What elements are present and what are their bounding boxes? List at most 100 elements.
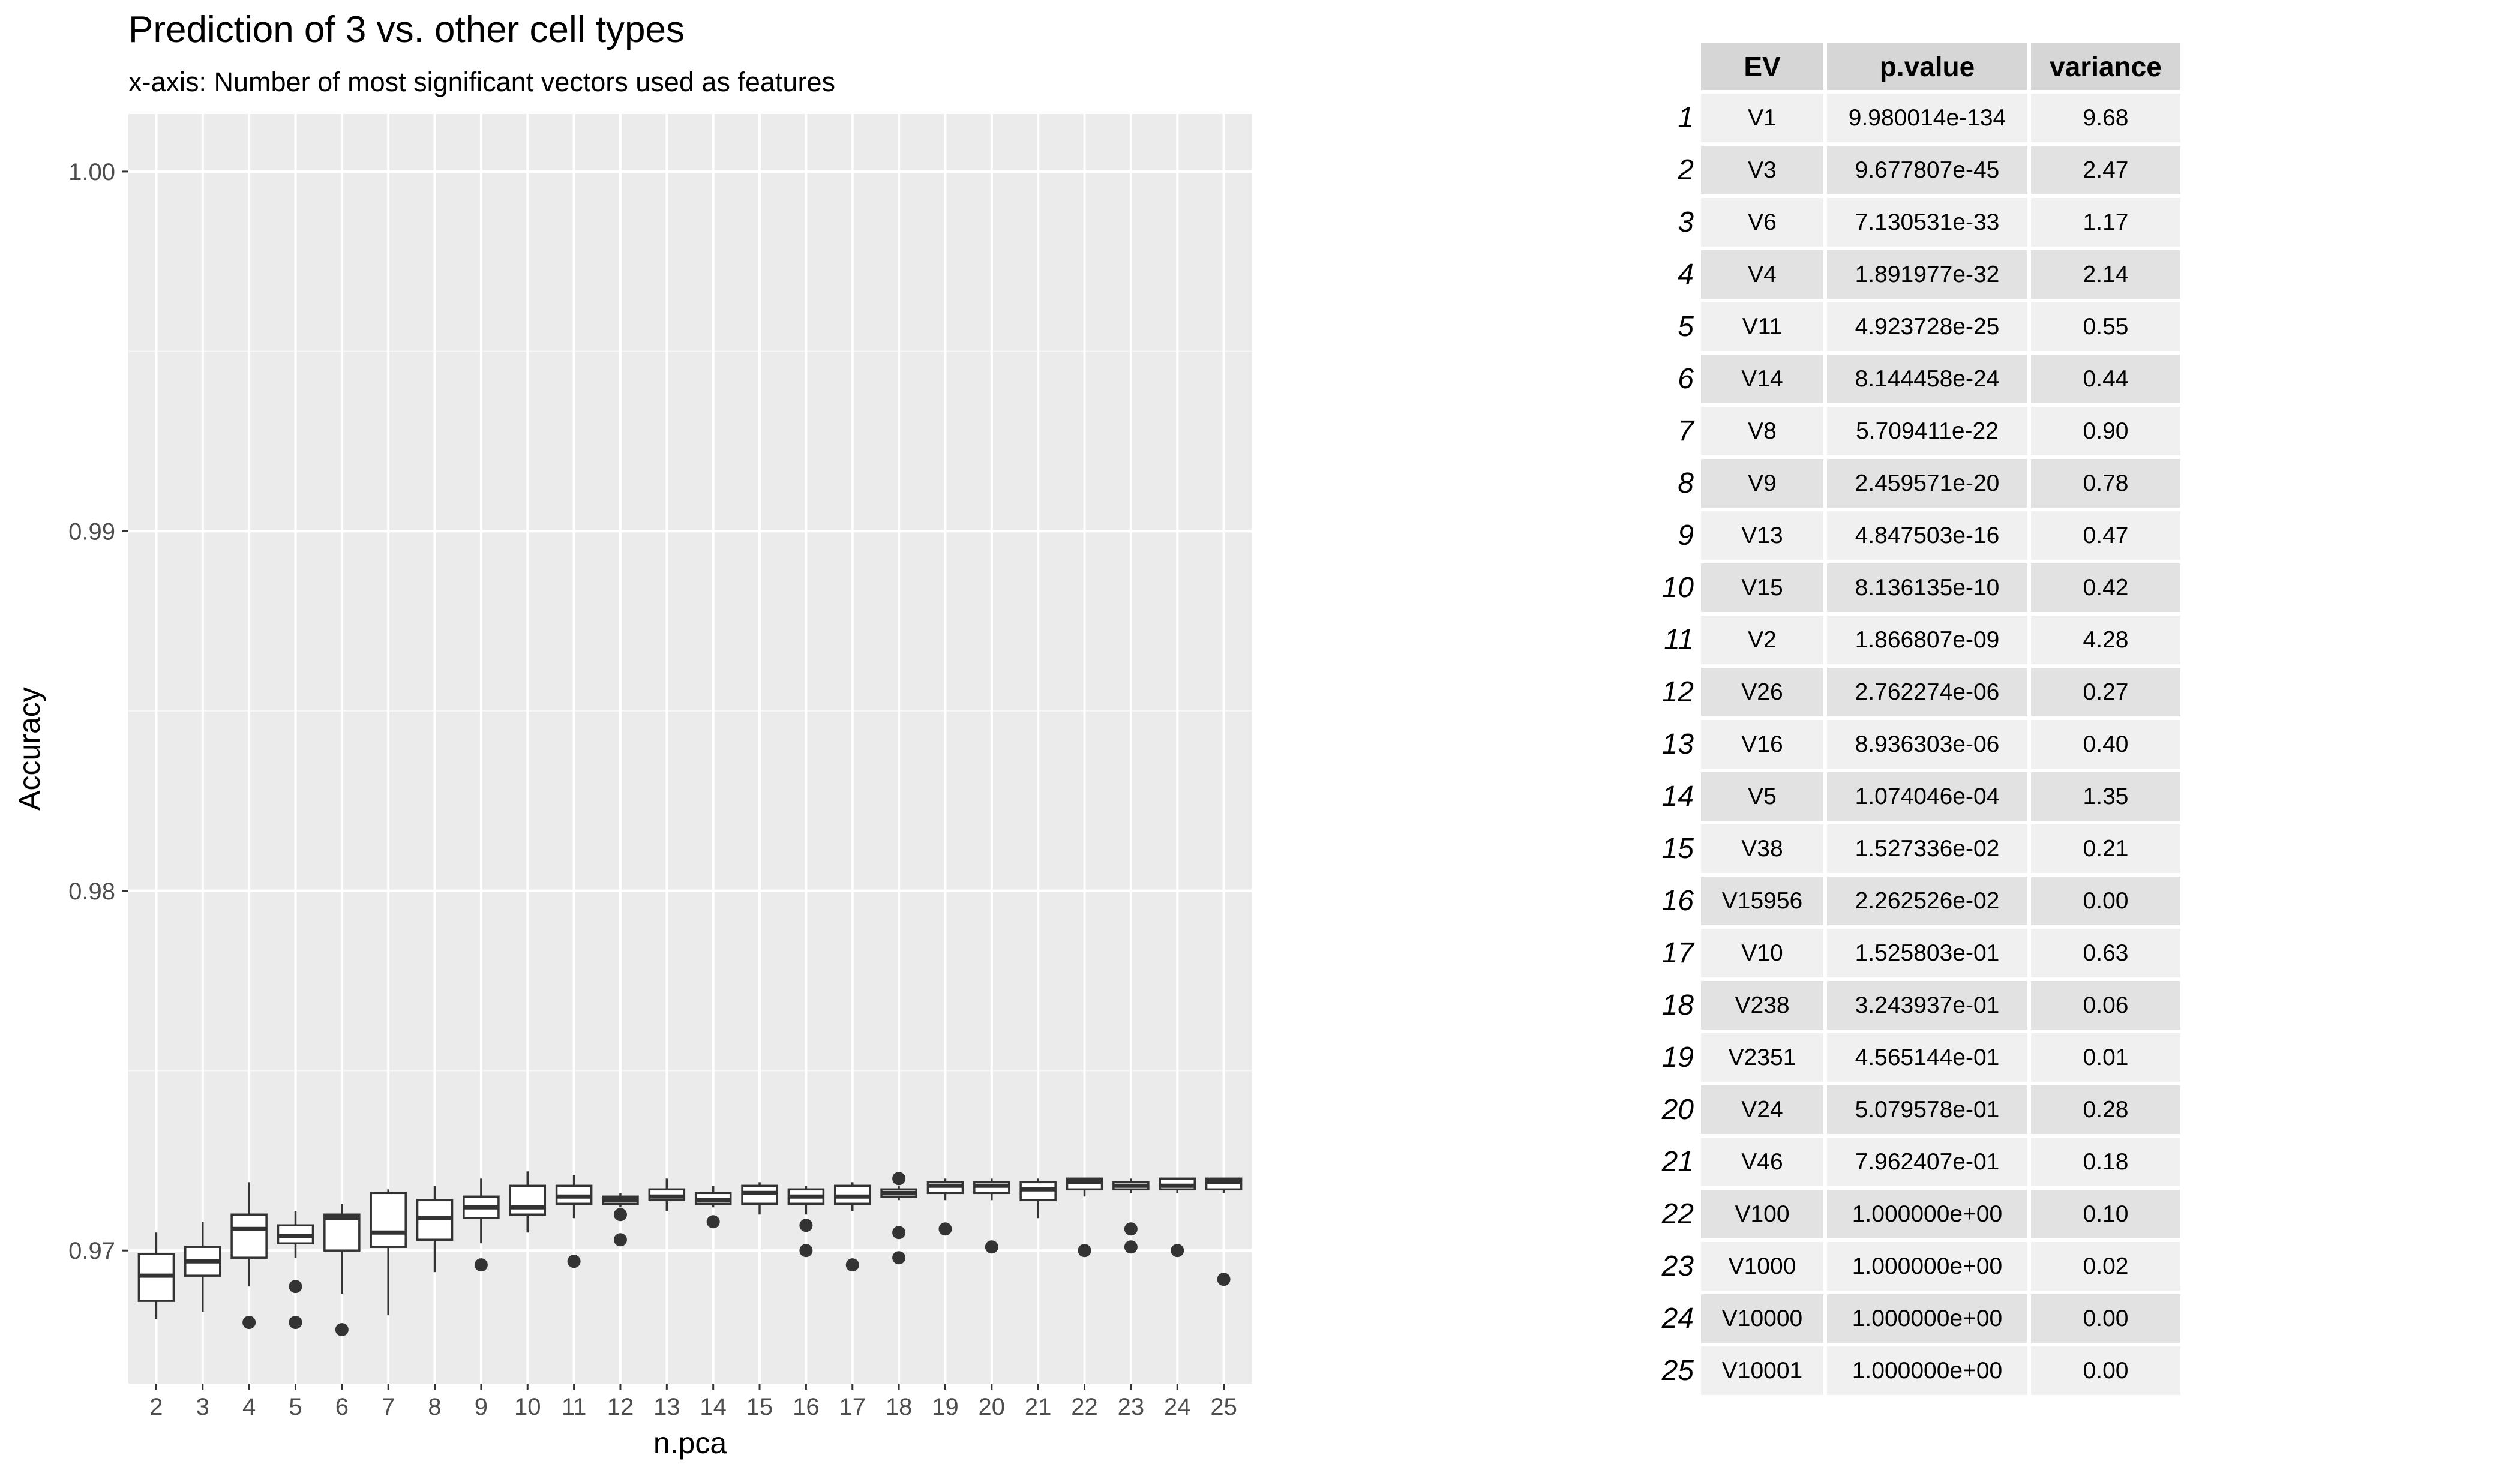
cell-pvalue: 5.079578e-01: [1827, 1085, 2027, 1134]
cell-pvalue: 1.000000e+00: [1827, 1242, 2027, 1291]
cell-ev: V6: [1701, 198, 1823, 247]
y-tick-label: 1.00: [68, 159, 115, 185]
row-number: 20: [1661, 1094, 1694, 1126]
cell-pvalue: 4.923728e-25: [1827, 302, 2027, 351]
row-number: 23: [1661, 1250, 1694, 1282]
row-number: 17: [1661, 937, 1694, 969]
row-number: 12: [1661, 676, 1694, 708]
row-number: 7: [1678, 415, 1694, 447]
cell-variance: 0.00: [2031, 1346, 2180, 1395]
boxplot-chart: Prediction of 3 vs. other cell types x-a…: [13, 9, 1252, 1460]
box-11: [555, 1175, 593, 1268]
outlier-point: [799, 1244, 813, 1258]
x-tick-label: 15: [746, 1394, 773, 1420]
x-tick-label: 13: [653, 1394, 680, 1420]
box-iqr: [230, 1213, 268, 1259]
cell-pvalue: 5.709411e-22: [1827, 407, 2027, 455]
cell-variance: 0.00: [2031, 1294, 2180, 1343]
header-variance: variance: [2031, 43, 2180, 90]
cell-variance: 0.63: [2031, 929, 2180, 977]
x-tick-label: 6: [335, 1394, 349, 1420]
box-14: [694, 1186, 732, 1229]
plot-panel: [128, 114, 1252, 1384]
x-tick-label: 16: [793, 1394, 820, 1420]
box-6: [323, 1204, 361, 1337]
cell-variance: 0.90: [2031, 407, 2180, 455]
outlier-point: [1217, 1273, 1231, 1286]
row-number: 22: [1661, 1198, 1694, 1230]
table-row: 9 V13 4.847503e-16 0.47: [1651, 511, 2180, 560]
cell-pvalue: 1.525803e-01: [1827, 929, 2027, 977]
cell-variance: 0.40: [2031, 720, 2180, 769]
cell-variance: 0.42: [2031, 563, 2180, 612]
cell-variance: 0.01: [2031, 1033, 2180, 1082]
box-24: [1159, 1177, 1196, 1258]
cell-pvalue: 8.936303e-06: [1827, 720, 2027, 769]
cell-ev: V100: [1701, 1190, 1823, 1238]
x-tick-label: 17: [839, 1394, 866, 1420]
pvalue-table: EV p.value variance 1 V1 9.980014e-134 9.68…: [1647, 40, 2184, 1399]
table-row: 1 V1 9.980014e-134 9.68: [1651, 94, 2180, 142]
outlier-point: [892, 1251, 906, 1265]
cell-variance: 0.55: [2031, 302, 2180, 351]
x-tick-label: 20: [979, 1394, 1006, 1420]
table-row: 6 V14 8.144458e-24 0.44: [1651, 355, 2180, 403]
cell-ev: V46: [1701, 1138, 1823, 1186]
cell-pvalue: 2.762274e-06: [1827, 668, 2027, 716]
cell-pvalue: 1.866807e-09: [1827, 616, 2027, 664]
box-2: [137, 1232, 175, 1319]
x-tick-label: 4: [242, 1394, 256, 1420]
outlier-point: [892, 1172, 906, 1186]
cell-pvalue: 1.000000e+00: [1827, 1190, 2027, 1238]
outlier-point: [1124, 1222, 1138, 1236]
cell-pvalue: 4.847503e-16: [1827, 511, 2027, 560]
table-row: 20 V24 5.079578e-01 0.28: [1651, 1085, 2180, 1134]
x-tick-label: 25: [1210, 1394, 1237, 1420]
cell-pvalue: 1.527336e-02: [1827, 824, 2027, 873]
outlier-point: [1171, 1244, 1184, 1258]
table-row: 25 V10001 1.000000e+00 0.00: [1651, 1346, 2180, 1395]
x-axis-label: n.pca: [653, 1426, 727, 1460]
outlier-point: [938, 1222, 952, 1236]
outlier-point: [845, 1258, 859, 1272]
cell-ev: V4: [1701, 250, 1823, 299]
cell-ev: V10000: [1701, 1294, 1823, 1343]
x-tick-label: 23: [1118, 1394, 1145, 1420]
y-tick-label: 0.97: [68, 1238, 115, 1264]
table-row: 12 V26 2.762274e-06 0.27: [1651, 668, 2180, 716]
cell-variance: 0.06: [2031, 981, 2180, 1030]
cell-variance: 1.17: [2031, 198, 2180, 247]
outlier-point: [706, 1215, 720, 1229]
box-7: [370, 1189, 407, 1316]
table-row: 22 V100 1.000000e+00 0.10: [1651, 1190, 2180, 1238]
cell-ev: V2: [1701, 616, 1823, 664]
cell-ev: V3: [1701, 146, 1823, 194]
table-row: 19 V2351 4.565144e-01 0.01: [1651, 1033, 2180, 1082]
box-3: [184, 1222, 221, 1312]
chart-title: Prediction of 3 vs. other cell types: [128, 9, 685, 50]
cell-variance: 0.00: [2031, 877, 2180, 925]
table-row: 10 V15 8.136135e-10 0.42: [1651, 563, 2180, 612]
cell-variance: 2.47: [2031, 146, 2180, 194]
outlier-point: [985, 1240, 998, 1254]
cell-pvalue: 2.459571e-20: [1827, 459, 2027, 508]
cell-variance: 0.47: [2031, 511, 2180, 560]
table-row: 3 V6 7.130531e-33 1.17: [1651, 198, 2180, 247]
cell-ev: V26: [1701, 668, 1823, 716]
row-number: 2: [1678, 154, 1694, 186]
x-tick-label: 22: [1071, 1394, 1098, 1420]
x-tick-label: 11: [562, 1394, 587, 1420]
box-iqr: [370, 1192, 407, 1248]
cell-pvalue: 2.262526e-02: [1827, 877, 2027, 925]
cell-ev: V13: [1701, 511, 1823, 560]
header-pvalue: p.value: [1827, 43, 2027, 90]
cell-variance: 0.78: [2031, 459, 2180, 508]
cell-variance: 1.35: [2031, 772, 2180, 821]
x-axis-ticks: 2 3 4 5 6 7 8 9 10 11 12 13 14 15 16 17 18 19 20 21 22 23 24 25: [149, 1384, 1237, 1420]
cell-pvalue: 7.130531e-33: [1827, 198, 2027, 247]
row-number: 18: [1661, 989, 1694, 1021]
outlier-point: [335, 1323, 349, 1337]
x-tick-label: 21: [1025, 1394, 1052, 1420]
cell-variance: 0.44: [2031, 355, 2180, 403]
x-tick-label: 12: [607, 1394, 634, 1420]
